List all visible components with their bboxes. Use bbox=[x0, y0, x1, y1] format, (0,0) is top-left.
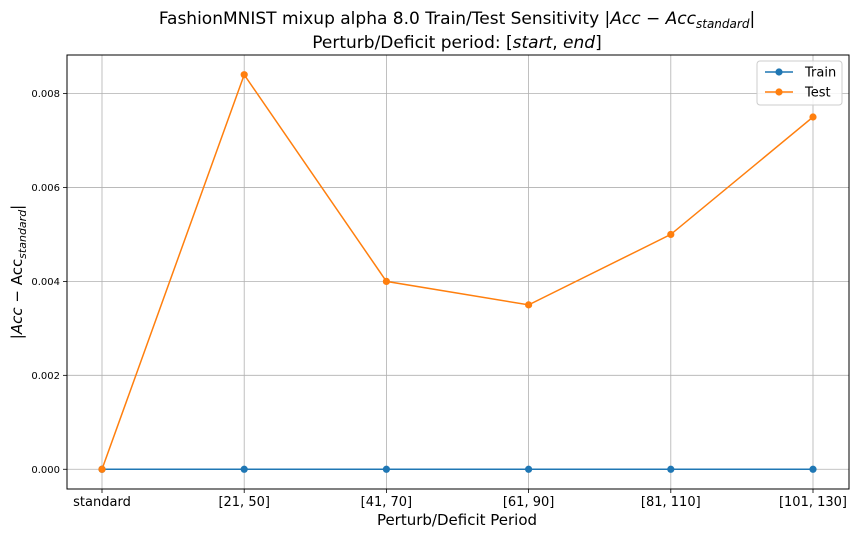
title-minus: − bbox=[641, 9, 666, 29]
x-tick-label: [21, 50] bbox=[218, 495, 270, 510]
x-ticks: standard [21, 50] [41, 70] [61, 90] [81, 110… bbox=[73, 489, 847, 510]
grid bbox=[67, 55, 849, 489]
data-point-train bbox=[525, 465, 533, 473]
chart-subtitle: Perturb/Deficit period: [start, end] bbox=[312, 33, 601, 53]
title-acc2: Acc bbox=[665, 9, 697, 29]
series-line-test bbox=[101, 73, 814, 470]
data-point-test bbox=[525, 301, 533, 309]
chart-title: FashionMNIST mixup alpha 8.0 Train/Test … bbox=[159, 9, 755, 31]
data-point-test bbox=[98, 465, 106, 473]
ylabel-minus: − Acc bbox=[8, 259, 26, 308]
x-axis-label: Perturb/Deficit Period bbox=[377, 511, 537, 529]
title-prefix: FashionMNIST mixup alpha 8.0 Train/Test … bbox=[159, 9, 610, 29]
x-tick-label: [61, 90] bbox=[503, 495, 555, 510]
y-tick-label: 0.004 bbox=[31, 277, 60, 288]
series-group bbox=[98, 71, 817, 473]
subtitle-start: start bbox=[513, 33, 554, 53]
legend-label-test: Test bbox=[804, 86, 831, 101]
plot-frame bbox=[66, 54, 850, 490]
x-tick-label: standard bbox=[73, 495, 131, 510]
title-acc: Acc bbox=[609, 9, 641, 29]
legend-label-train: Train bbox=[804, 66, 836, 81]
y-tick-label: 0.008 bbox=[31, 89, 60, 100]
data-point-test bbox=[667, 230, 675, 239]
subtitle-close: ] bbox=[595, 33, 602, 53]
ylabel-open: | bbox=[8, 334, 26, 339]
data-point-train bbox=[667, 465, 675, 473]
subtitle-sep: , bbox=[552, 33, 563, 53]
data-point-train bbox=[809, 465, 817, 473]
data-point-test bbox=[382, 277, 390, 285]
subtitle-end: end bbox=[563, 33, 595, 53]
y-tick-label: 0.000 bbox=[31, 465, 60, 476]
subtitle-prefix: Perturb/Deficit period: [ bbox=[312, 33, 512, 53]
y-tick-label: 0.002 bbox=[31, 371, 60, 382]
y-axis-label: |Acc − Accstandard| bbox=[8, 205, 29, 339]
legend-marker-test bbox=[775, 88, 783, 96]
y-tick-label: 0.006 bbox=[31, 183, 60, 194]
title-end: | bbox=[749, 9, 755, 29]
title-sub: standard bbox=[696, 17, 750, 31]
data-point-train bbox=[240, 465, 248, 473]
ylabel-acc: Acc bbox=[8, 307, 26, 336]
data-point-train bbox=[382, 465, 390, 473]
ylabel-close: | bbox=[8, 205, 26, 210]
ylabel-sub: standard bbox=[16, 209, 29, 259]
legend-marker-train bbox=[775, 68, 783, 76]
legend: Train Test bbox=[756, 60, 843, 106]
y-ticks: 0.000 0.002 0.004 0.006 0.008 bbox=[31, 89, 67, 476]
x-tick-label: [81, 110] bbox=[641, 495, 701, 510]
data-point-test bbox=[809, 113, 817, 121]
x-tick-label: [41, 70] bbox=[361, 495, 413, 510]
x-tick-label: [101, 130] bbox=[779, 495, 847, 510]
data-point-test bbox=[240, 71, 248, 79]
